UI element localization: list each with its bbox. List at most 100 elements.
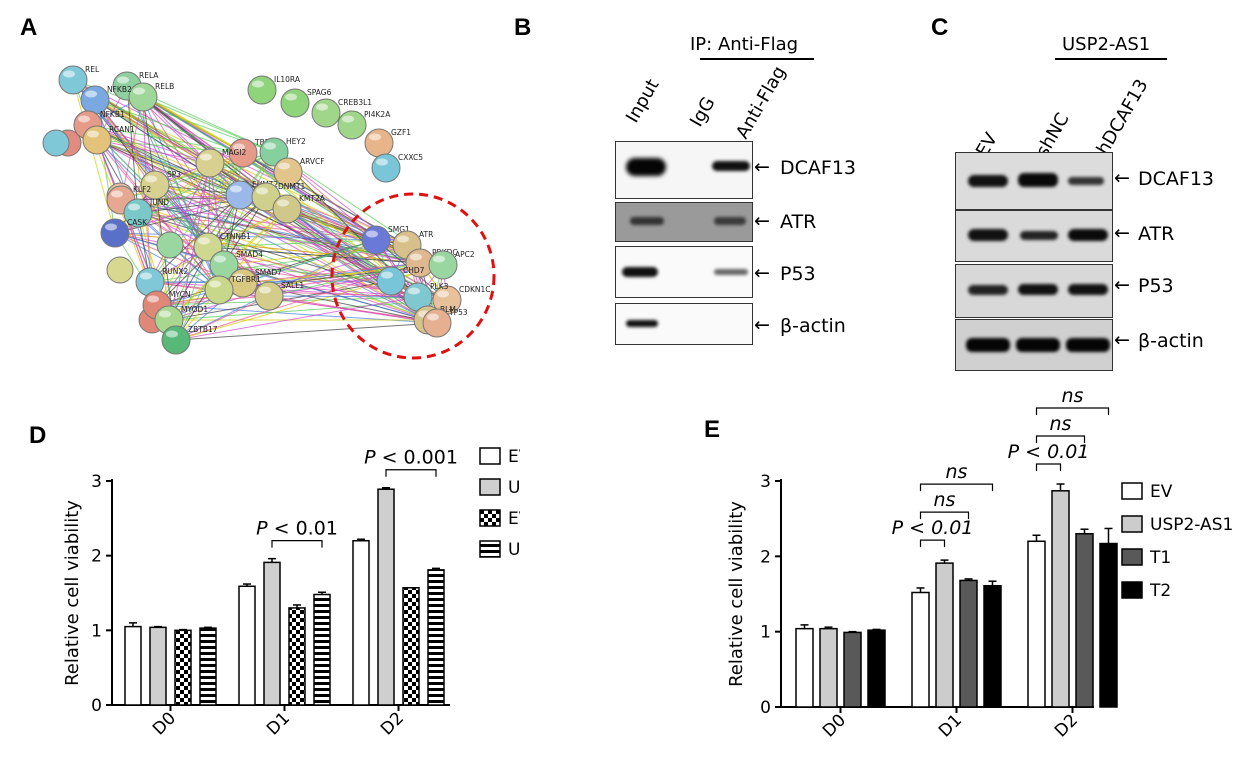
panel-label-a: A — [20, 14, 38, 41]
bar — [959, 579, 978, 708]
network-node — [58, 65, 88, 95]
bar — [1051, 490, 1070, 708]
node-label: CHD7 — [403, 266, 425, 275]
node-highlight — [85, 90, 97, 98]
node-label: CASK — [127, 218, 148, 227]
legend-label: USP2-AS1&shNC — [508, 478, 520, 498]
network-node — [376, 266, 406, 296]
arrow-c-dcaf13: ← — [1114, 167, 1130, 189]
node-highlight — [278, 162, 290, 170]
legend-label: EV — [1150, 482, 1173, 502]
network-node — [361, 225, 391, 255]
network-edge — [268, 295, 438, 324]
node-highlight — [145, 175, 157, 183]
significance-bracket — [1035, 435, 1086, 444]
bar — [199, 627, 217, 706]
node-highlight — [147, 295, 159, 303]
blot-label-p53: P53 — [780, 263, 816, 285]
bar — [843, 631, 862, 708]
node-label: SMAD4 — [236, 250, 263, 259]
blot-atr — [615, 202, 753, 242]
node-label: MAGI2 — [222, 148, 246, 157]
blot-p53 — [615, 246, 753, 298]
network-node — [272, 194, 302, 224]
bar — [149, 626, 167, 706]
network-edge — [168, 162, 211, 321]
lane-label-anti-flag: Anti-Flag — [732, 62, 791, 143]
node-highlight — [233, 143, 245, 151]
network-edge — [156, 296, 419, 306]
significance-bracket — [919, 483, 994, 492]
network-edge — [175, 295, 270, 341]
bar-chart-d: 0 1 2 3 Relative cell viability D0 D1 D2 P < 0.0… — [62, 447, 520, 740]
network-node — [106, 256, 134, 284]
ip-header-line — [700, 58, 814, 60]
y-tick-label: 3 — [760, 472, 771, 492]
network-edge — [168, 299, 448, 321]
blot-c-label-dcaf13: DCAF13 — [1138, 168, 1214, 190]
node-highlight — [159, 310, 171, 318]
network-node — [254, 281, 284, 311]
node-label: MYOD1 — [181, 305, 208, 314]
lane-label-igg: IgG — [686, 93, 720, 131]
legend-swatch — [479, 540, 501, 558]
network-edge — [137, 152, 244, 214]
node-label: KLF2 — [133, 185, 151, 194]
y-tick-label: 1 — [91, 621, 102, 641]
significance-bracket — [385, 469, 437, 477]
arrow-p53: ← — [754, 262, 770, 284]
node-highlight — [111, 190, 123, 198]
bar — [795, 627, 814, 708]
network-node — [82, 125, 112, 155]
legend-label: USP2-AS1 — [1150, 515, 1233, 535]
network-node — [428, 250, 458, 280]
blot-c-p53 — [955, 264, 1113, 318]
legend-swatch — [479, 447, 501, 465]
blot-c-beta-actin — [955, 319, 1113, 371]
network-diagram: REL RELA RELB NFKB2 NFKB1 RCAN1 IL10RA SPAG6 CRE… — [42, 65, 496, 360]
blot-beta-actin — [615, 303, 753, 345]
significance-bracket — [919, 539, 946, 548]
node-highlight — [133, 87, 145, 95]
panel-label-b: B — [514, 14, 532, 41]
node-label: KMT2A — [299, 194, 326, 203]
y-tick-label: 1 — [760, 623, 771, 643]
legend-label: USP2-AS1&shDCAF13 — [508, 540, 520, 560]
node-highlight — [381, 271, 393, 279]
node-label: CTNNB1 — [220, 232, 251, 241]
network-edge — [223, 152, 244, 266]
y-tick-label: 0 — [760, 698, 771, 718]
node-highlight — [408, 287, 420, 295]
node-highlight — [316, 103, 328, 111]
panel-label-c: C — [931, 14, 949, 41]
bar — [1099, 542, 1118, 708]
network-nodes: REL RELA RELB NFKB2 NFKB1 RCAN1 IL10RA SPAG6 CRE… — [42, 65, 491, 355]
node-label: RELA — [139, 71, 159, 80]
network-node — [311, 98, 341, 128]
y-tick-label: 2 — [91, 547, 102, 567]
y-tick-label: 2 — [760, 547, 771, 567]
node-highlight — [140, 272, 152, 280]
node-highlight — [397, 235, 409, 243]
blot-c-atr — [955, 210, 1113, 262]
node-label: TP53 — [448, 308, 468, 317]
node-highlight — [200, 153, 212, 161]
node-label: RCAN1 — [109, 125, 135, 134]
node-label: SMG1 — [388, 225, 410, 234]
network-node — [161, 325, 191, 355]
panel-label-e: E — [704, 416, 721, 443]
node-highlight — [277, 199, 289, 207]
network-node — [422, 308, 452, 338]
bar-chart-e: 0 1 2 3 Relative cell viability D0 D1 D2 P < 0.0… — [726, 390, 1233, 741]
node-label: CXXC5 — [398, 153, 423, 162]
node-label: ATR — [419, 230, 433, 239]
node-highlight — [78, 115, 90, 123]
bar — [263, 561, 281, 706]
network-edge — [268, 239, 377, 297]
legend-swatch — [1121, 548, 1143, 566]
node-label: IL10RA — [274, 75, 301, 84]
network-edge — [142, 96, 244, 154]
arrow-c-atr: ← — [1114, 222, 1130, 244]
significance-p: P — [256, 518, 268, 540]
network-node — [280, 88, 310, 118]
